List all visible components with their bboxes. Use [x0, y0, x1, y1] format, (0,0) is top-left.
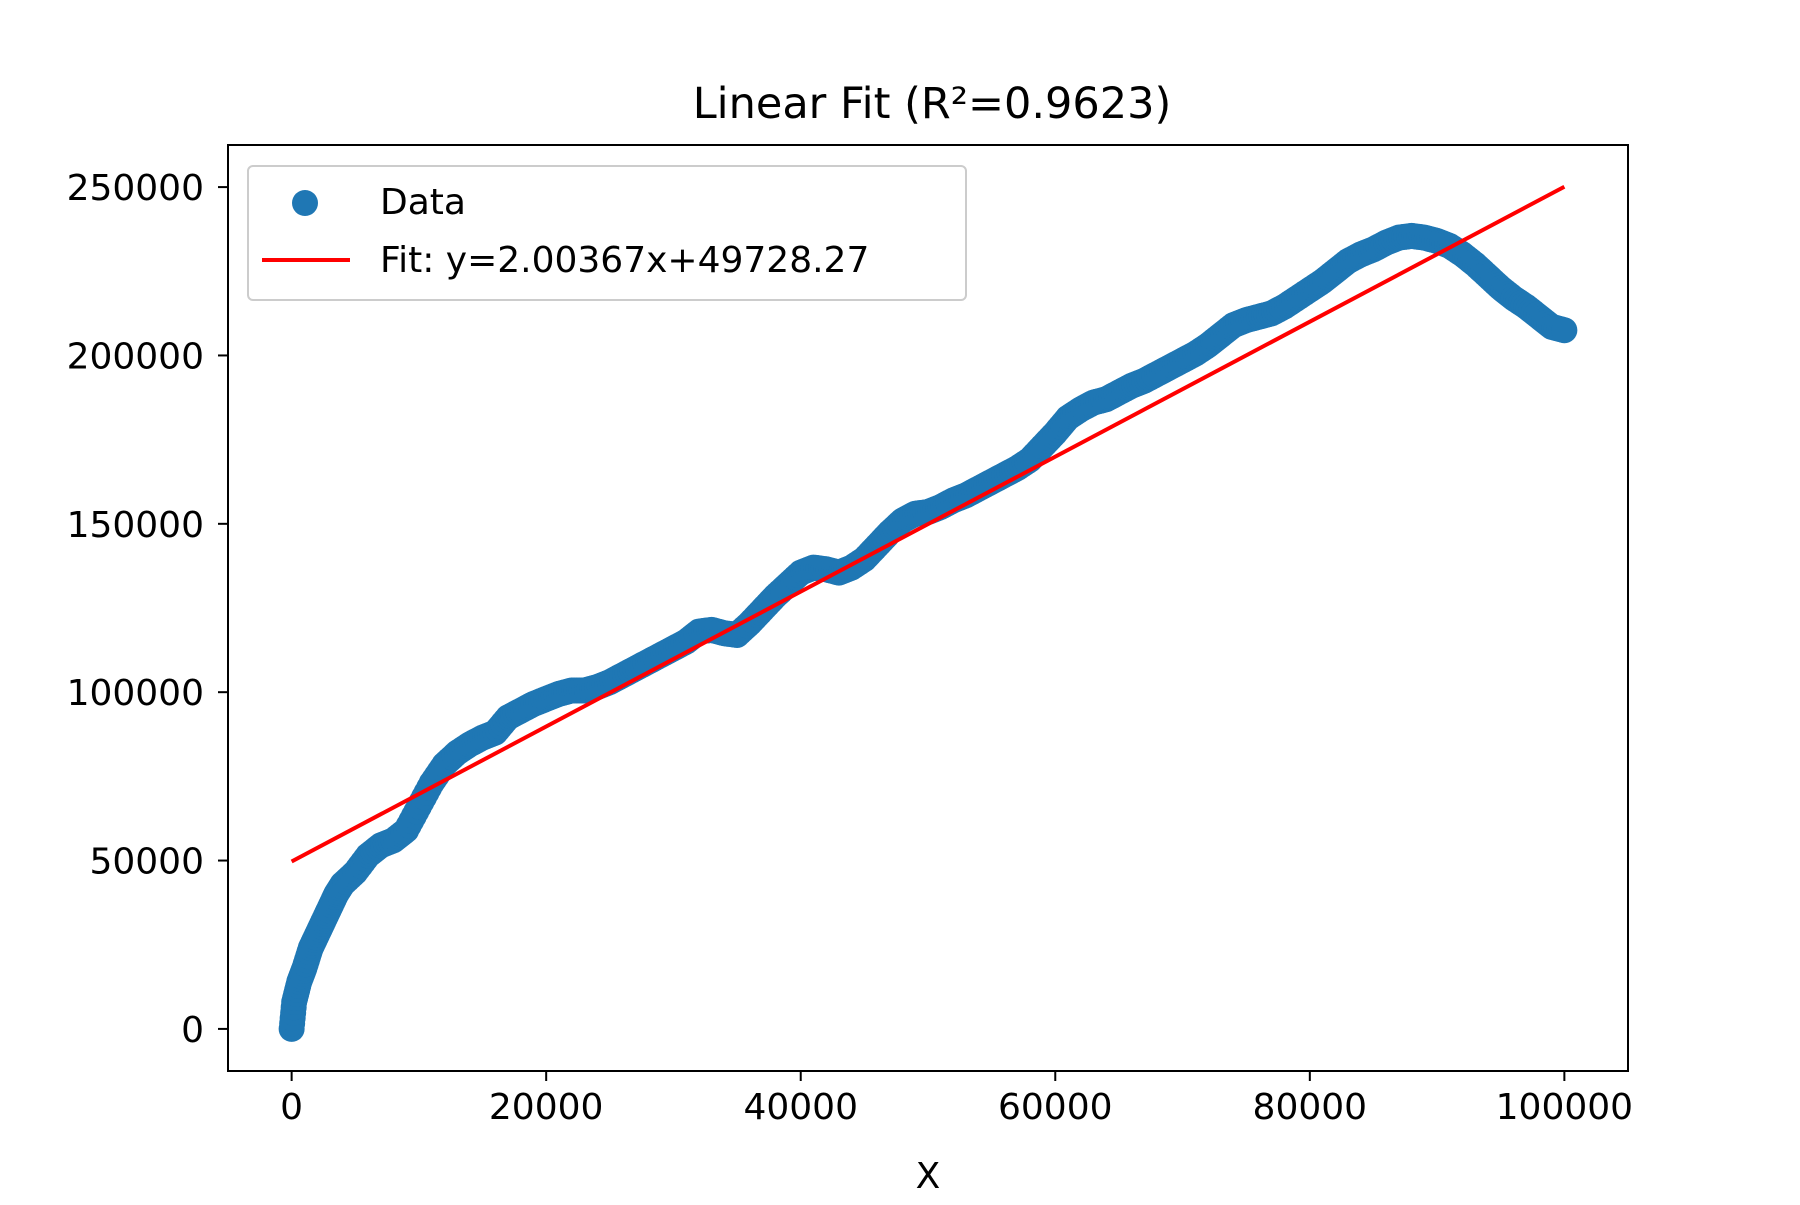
legend-label-fit: Fit: y=2.00367x+49728.27 [380, 240, 869, 281]
legend-label-data: Data [380, 182, 466, 223]
y-tick-label: 150000 [67, 505, 204, 546]
x-tick-label: 100000 [1496, 1087, 1633, 1128]
legend-marker-data [292, 190, 318, 216]
x-axis: 0 20000 40000 60000 80000 100000 [280, 1071, 1633, 1128]
legend-box [247, 165, 967, 301]
x-tick-label: 20000 [489, 1087, 604, 1128]
y-tick-label: 50000 [89, 842, 204, 883]
x-tick-label: 60000 [998, 1087, 1113, 1128]
x-tick-label: 40000 [743, 1087, 858, 1128]
y-tick-label: 100000 [67, 673, 204, 714]
fit-line [290, 185, 1566, 864]
plot-layer [278, 185, 1578, 1042]
chart-title: Linear Fit (R²=0.9623) [693, 79, 1172, 129]
legend: Data Fit: y=2.00367x+49728.27 [247, 165, 967, 301]
y-tick-label: 200000 [67, 336, 204, 377]
x-tick-label: 80000 [1253, 1087, 1368, 1128]
y-tick-label: 250000 [67, 168, 204, 209]
plot-frame [227, 144, 1629, 1072]
x-axis-label: X [916, 1156, 941, 1197]
x-tick-label: 0 [280, 1087, 303, 1128]
y-axis: 0 50000 100000 150000 200000 250000 [67, 168, 228, 1051]
y-tick-label: 0 [181, 1010, 204, 1051]
data-point [1551, 317, 1578, 344]
